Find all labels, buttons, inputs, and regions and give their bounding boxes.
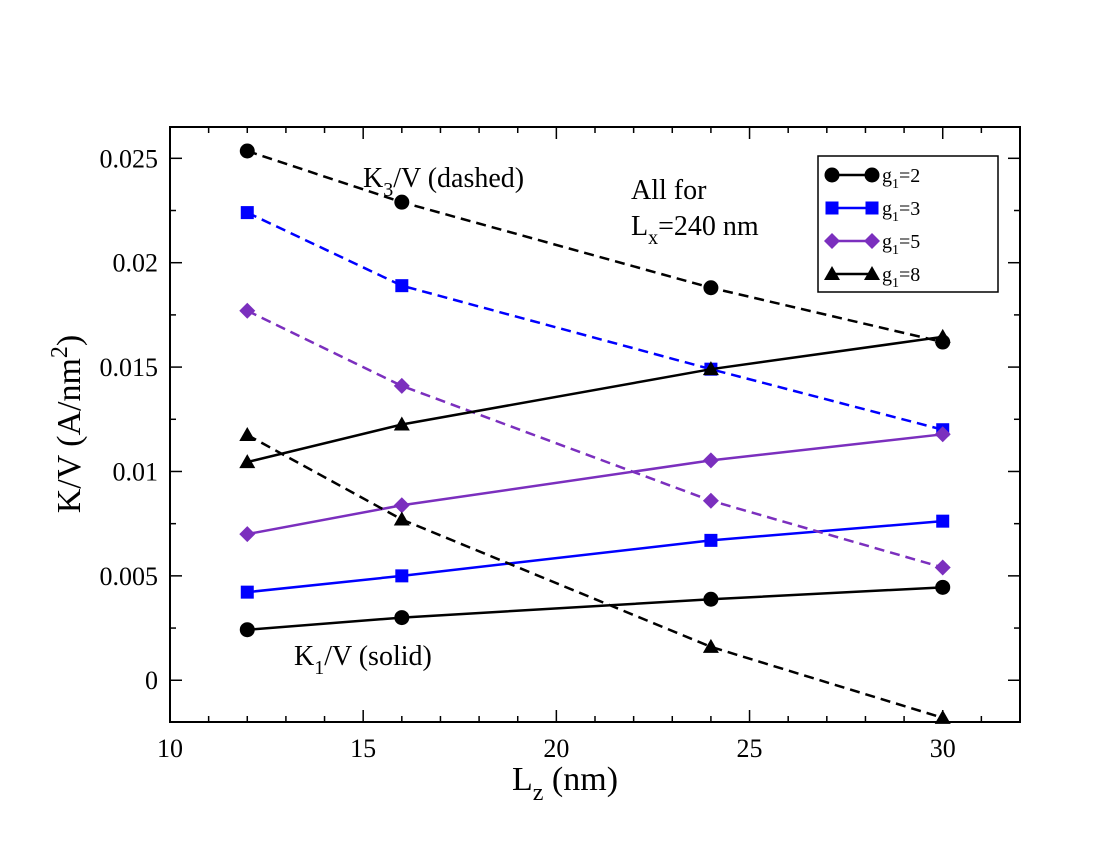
- point-k1-g1=3: [704, 533, 718, 547]
- point-k3-g1=8: [393, 511, 410, 526]
- y-tick-label: 0.025: [100, 144, 159, 173]
- legend-item-g1=3: g1=3: [825, 198, 920, 225]
- x-tick-label: 15: [350, 734, 376, 763]
- legend-marker: [825, 201, 839, 215]
- point-k3-g1=5: [702, 492, 719, 509]
- legend-label: g1=2: [882, 165, 920, 192]
- point-k1-g1=8: [393, 416, 410, 431]
- point-k1-g1=2: [935, 579, 951, 595]
- annotation-k1-solid: K1/V (solid): [294, 641, 432, 679]
- legend-marker: [864, 167, 880, 183]
- point-k1-g1=5: [702, 452, 719, 469]
- legend-marker: [824, 233, 840, 249]
- point-k3-g1=2: [239, 143, 255, 159]
- point-k1-g1=8: [702, 361, 719, 376]
- series-g1=5: [239, 302, 951, 576]
- point-k1-g1=8: [239, 454, 256, 469]
- series-g1=8: [239, 328, 951, 724]
- tick-labels: 10 15 20 25 30 0 0.005 0.01 0.015 0.02 0.025: [100, 144, 956, 763]
- point-k3-g1=2: [703, 280, 719, 296]
- x-tick-label: 30: [930, 734, 956, 763]
- line-k3-g1=2: [246, 149, 944, 344]
- line-k1-g1=8: [246, 335, 943, 464]
- point-k3-g1=3: [395, 279, 409, 293]
- point-k1-g1=3: [936, 514, 950, 528]
- line-k3-g1=3: [246, 211, 944, 431]
- point-k3-g1=3: [240, 206, 254, 220]
- line-k1-g1=3: [247, 519, 943, 594]
- legend-marker: [864, 233, 880, 249]
- point-k1-g1=5: [393, 497, 410, 514]
- legend-item-g1=2: g1=2: [824, 165, 920, 192]
- point-k3-g1=5: [239, 302, 256, 319]
- legend-item-g1=5: g1=5: [824, 231, 920, 258]
- point-k1-g1=2: [239, 622, 255, 638]
- point-k3-g1=5: [934, 559, 951, 576]
- legend: g1=2 g1=3 g1=5 g1=8: [817, 155, 999, 293]
- legend-marker: [864, 266, 880, 280]
- point-k1-g1=2: [394, 610, 410, 626]
- line-k3-g1=5: [246, 309, 944, 569]
- y-tick-label: 0.015: [100, 353, 159, 382]
- point-k3-g1=8: [934, 709, 951, 724]
- legend-marker: [824, 167, 840, 183]
- annotation-all-for: All for: [631, 175, 707, 206]
- y-tick-label: 0.01: [113, 457, 159, 486]
- y-tick-label: 0.005: [100, 562, 159, 591]
- x-tick-label: 25: [737, 734, 763, 763]
- legend-label: g1=5: [882, 231, 920, 258]
- series-layer: [239, 143, 951, 724]
- legend-marker: [824, 266, 840, 280]
- x-axis-title: Lz (nm): [512, 761, 618, 806]
- point-k1-g1=5: [934, 426, 951, 443]
- y-tick-label: 0: [145, 666, 158, 695]
- point-k3-g1=2: [394, 194, 410, 210]
- annotation-lx: Lx=240 nm: [631, 211, 759, 249]
- x-tick-label: 10: [157, 734, 183, 763]
- y-tick-label: 0.02: [113, 249, 159, 278]
- point-k3-g1=5: [393, 377, 410, 394]
- y-axis-title: K/V (A/nm2): [47, 335, 88, 514]
- legend-box: [817, 155, 999, 293]
- point-k1-g1=3: [240, 585, 254, 599]
- point-k1-g1=2: [703, 591, 719, 607]
- legend-items: g1=2 g1=3 g1=5 g1=8: [824, 165, 920, 291]
- plot-frame: [169, 126, 1021, 723]
- legend-item-g1=8: g1=8: [824, 264, 920, 291]
- point-k3-g1=8: [239, 426, 256, 441]
- legend-label: g1=8: [882, 264, 920, 291]
- point-k3-g1=8: [702, 638, 719, 653]
- point-k1-g1=8: [934, 328, 951, 343]
- line-k1-g1=2: [247, 586, 943, 631]
- x-tick-label: 20: [543, 734, 569, 763]
- point-k1-g1=5: [239, 526, 256, 543]
- annotation-k3-dashed: K3/V (dashed): [363, 163, 524, 201]
- legend-label: g1=3: [882, 198, 920, 225]
- line-k1-g1=5: [247, 433, 943, 536]
- legend-marker: [865, 201, 879, 215]
- line-k3-g1=8: [246, 433, 944, 720]
- point-k1-g1=3: [395, 569, 409, 583]
